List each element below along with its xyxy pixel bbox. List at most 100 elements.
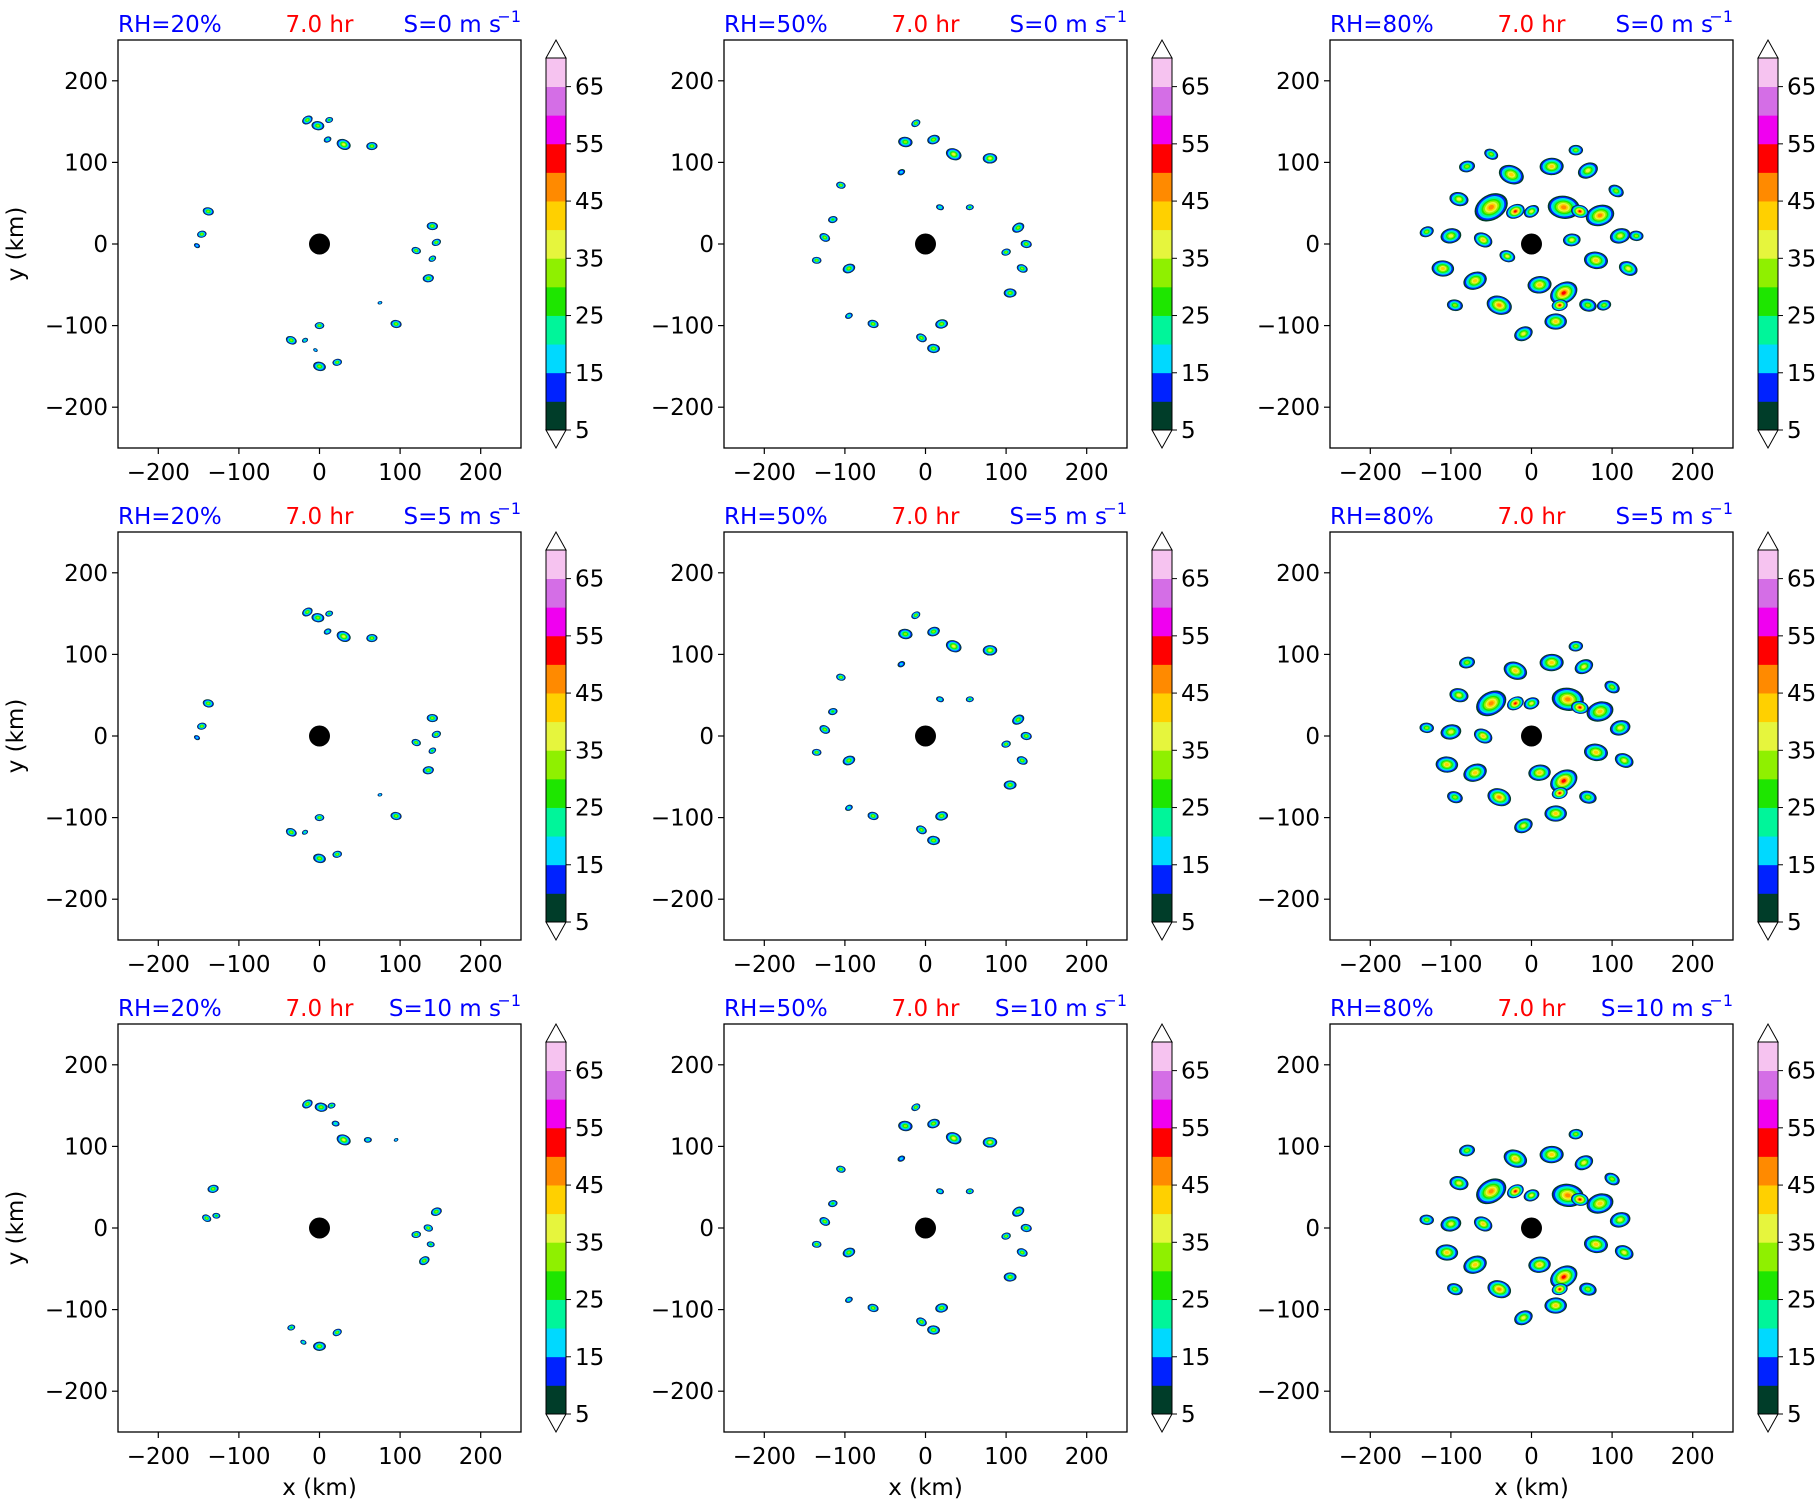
colorbar-tick-label: 55 — [575, 1116, 604, 1142]
reflectivity-contour — [899, 1157, 904, 1161]
reflectivity-contour — [847, 1251, 851, 1254]
reflectivity-contour — [899, 170, 904, 174]
colorbar-segment — [546, 286, 566, 316]
colorbar-tick-label: 5 — [575, 1402, 590, 1428]
reflectivity-contour — [1448, 1222, 1454, 1226]
panel-0-2: −200 −200 −100 −100 0 0 100 100 200 200 RH=80% 7.0 … — [1257, 7, 1816, 486]
colorbar-tick-label: 65 — [1181, 75, 1210, 101]
colorbar-frame — [1151, 57, 1173, 431]
reflectivity-contour — [342, 1138, 346, 1142]
y-tick-label: −200 — [45, 395, 108, 421]
reflectivity-contour — [318, 816, 321, 819]
reflectivity-contour — [1456, 693, 1461, 697]
reflectivity-contour — [1593, 1242, 1599, 1246]
reflectivity-cell — [1585, 204, 1615, 227]
reflectivity-contour — [394, 322, 398, 325]
time-label: 7.0 hr — [1498, 12, 1566, 38]
reflectivity-cell — [193, 735, 201, 741]
reflectivity-cell — [1574, 659, 1594, 675]
colorbar-segment — [1152, 1156, 1172, 1186]
reflectivity-contour — [289, 831, 293, 834]
reflectivity-cell — [323, 628, 332, 635]
reflectivity-contour — [1610, 685, 1614, 689]
reflectivity-cell — [301, 829, 309, 835]
shear-label: −1S=5 m s — [403, 499, 521, 530]
colorbar-segment — [1152, 807, 1172, 837]
reflectivity-cell — [285, 335, 297, 345]
reflectivity-contour — [422, 1259, 426, 1262]
reflectivity-contour — [968, 1190, 972, 1193]
reflectivity-contour — [1634, 234, 1639, 238]
x-tick-label: −100 — [1419, 952, 1482, 978]
reflectivity-cell — [1476, 690, 1507, 717]
reflectivity-cell — [819, 725, 831, 734]
colorbar-extend-min — [1757, 429, 1779, 450]
x-tick-label: −100 — [813, 460, 876, 486]
colorbar: 5 15 25 35 45 55 65 — [1757, 530, 1816, 942]
reflectivity-contour — [1574, 644, 1578, 648]
reflectivity-cell — [1459, 1144, 1476, 1157]
y-tick-label: 0 — [1305, 232, 1320, 258]
reflectivity-contour — [899, 662, 904, 666]
colorbar-tick-label: 65 — [1787, 567, 1816, 593]
reflectivity-cell — [935, 319, 949, 329]
colorbar-tick-label: 35 — [1787, 1230, 1816, 1256]
colorbar-segment — [1152, 401, 1172, 431]
shear-label-exponent: −1 — [1709, 499, 1733, 518]
shear-label: −1S=10 m s — [389, 991, 521, 1022]
colorbar-segment — [1758, 1213, 1778, 1243]
reflectivity-cell — [842, 263, 856, 274]
reflectivity-contour — [1472, 279, 1478, 283]
x-tick-label: −100 — [1419, 460, 1482, 486]
reflectivity-cell — [897, 661, 906, 668]
reflectivity-cell — [965, 204, 974, 211]
y-tick-label: −100 — [1257, 806, 1320, 832]
x-tick-label: 0 — [1524, 460, 1539, 486]
colorbar-tick-label: 45 — [575, 189, 604, 215]
reflectivity-cells — [1419, 144, 1644, 342]
colorbar-extend-min — [545, 921, 567, 942]
reflectivity-contour — [871, 322, 875, 325]
y-axis-label: y (km) — [3, 207, 29, 282]
reflectivity-cell — [212, 1212, 221, 1219]
colorbar-extend-min — [545, 1413, 567, 1434]
reflectivity-cell — [1528, 764, 1551, 781]
x-tick-label: −200 — [1339, 1444, 1402, 1470]
reflectivity-cell — [1001, 740, 1011, 748]
reflectivity-cell — [1487, 1280, 1512, 1299]
colorbar-tick-label: 5 — [575, 418, 590, 444]
reflectivity-cell — [197, 230, 207, 238]
reflectivity-cell — [285, 827, 297, 837]
y-tick-label: 100 — [670, 642, 714, 668]
colorbar-segment — [1152, 1242, 1172, 1272]
colorbar-segment — [546, 550, 566, 580]
reflectivity-contour — [316, 124, 320, 127]
reflectivity-contour — [1509, 172, 1514, 177]
reflectivity-contour — [336, 361, 339, 364]
reflectivity-cell — [366, 142, 378, 151]
reflectivity-contour — [1565, 697, 1571, 702]
y-tick-label: 200 — [1276, 69, 1320, 95]
reflectivity-cell — [1551, 1283, 1568, 1296]
reflectivity-contour — [1497, 1287, 1502, 1291]
x-tick-label: 0 — [918, 460, 933, 486]
colorbar-tick-label: 35 — [1787, 738, 1816, 764]
colorbar-segment — [1152, 550, 1172, 580]
x-tick-label: −200 — [127, 1444, 190, 1470]
reflectivity-contour — [1585, 795, 1591, 799]
reflectivity-cells — [193, 115, 442, 372]
reflectivity-cell — [916, 1317, 927, 1327]
reflectivity-cell — [1447, 1283, 1463, 1296]
reflectivity-cell — [1440, 1216, 1462, 1232]
colorbar-tick-label: 45 — [1787, 189, 1816, 215]
reflectivity-contour — [968, 698, 972, 701]
colorbar-segment — [1758, 836, 1778, 866]
reflectivity-cell — [300, 1339, 307, 1345]
colorbar-segment — [546, 893, 566, 923]
shear-label-text: S=0 m s — [1009, 12, 1107, 38]
reflectivity-cell — [945, 640, 962, 653]
reflectivity-cell — [867, 811, 879, 821]
y-axis-label: y (km) — [3, 699, 29, 774]
colorbar-segment — [1152, 344, 1172, 374]
reflectivity-contour — [1558, 1288, 1561, 1291]
